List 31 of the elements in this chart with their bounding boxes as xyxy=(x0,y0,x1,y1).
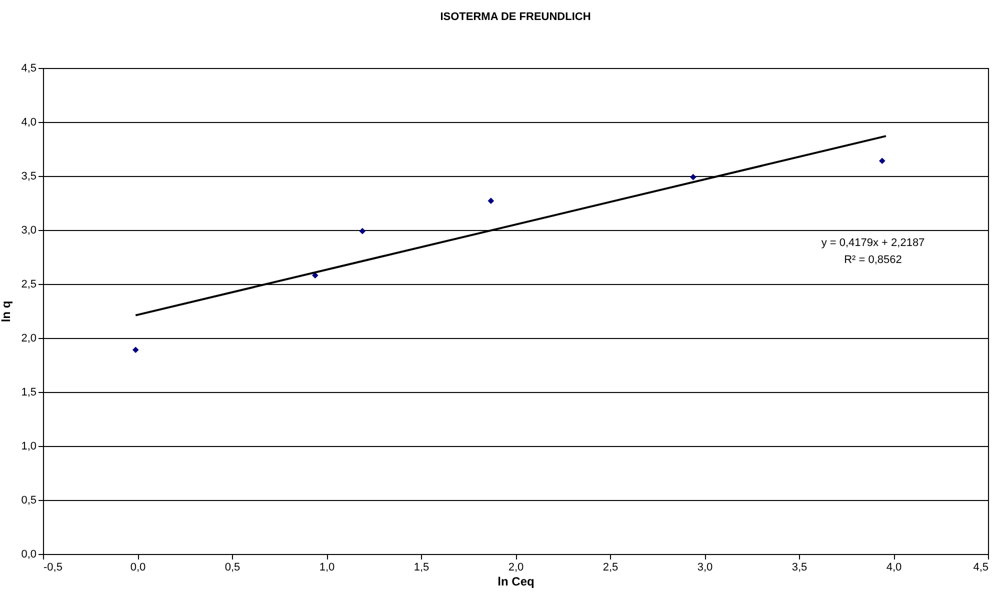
y-tick-label: 1,0 xyxy=(21,440,36,452)
y-tick-label: 2,0 xyxy=(21,332,36,344)
x-tick-label: 0,0 xyxy=(130,562,146,574)
y-tick-label: 0,0 xyxy=(21,548,36,560)
point xyxy=(359,228,366,234)
x-tick-label: 3,5 xyxy=(792,562,808,574)
x-tick-label: 4,5 xyxy=(973,562,988,574)
point xyxy=(132,346,139,354)
x-tick-label: 0,5 xyxy=(224,562,240,574)
annotation: R² = 0,8562 xyxy=(844,254,902,266)
x-tick-label: 1,0 xyxy=(319,562,335,574)
x-tick-label: 4,0 xyxy=(886,562,902,574)
y-axis-title: ln q xyxy=(0,300,14,322)
point xyxy=(879,158,886,164)
y-tick-label: 3,5 xyxy=(21,170,36,182)
y-tick-label: 3,0 xyxy=(21,224,36,236)
x-tick-label: 3,0 xyxy=(697,562,713,574)
x-tick-label: -0,5 xyxy=(44,562,62,574)
x-axis-title: ln Ceq xyxy=(498,574,534,588)
annotation: y = 0,4179x + 2,2187 xyxy=(821,237,925,249)
x-tick-label: 1,5 xyxy=(414,562,430,574)
point xyxy=(488,198,494,204)
y-tick-label: 2,5 xyxy=(21,278,36,290)
point xyxy=(690,174,696,180)
x-tick-label: 2,0 xyxy=(508,562,524,574)
chart-title: ISOTERMA DE FREUNDLICH xyxy=(440,11,591,23)
y-tick-label: 1,5 xyxy=(21,386,36,398)
y-tick-label: 4,5 xyxy=(21,62,36,74)
x-tick-label: 2,5 xyxy=(602,562,618,574)
y-tick-label: 4,0 xyxy=(21,116,36,128)
y-tick-label: 0,5 xyxy=(21,494,36,506)
